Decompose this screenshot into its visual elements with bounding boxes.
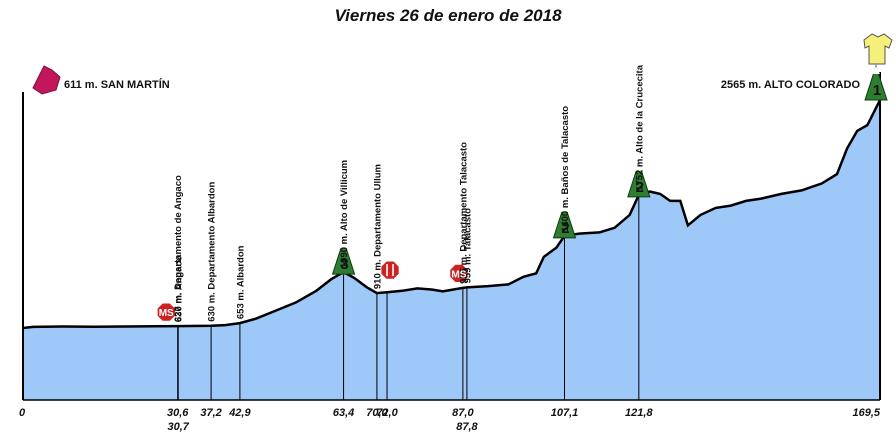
km-tick-label: 87,8 xyxy=(456,421,478,433)
waypoint-label: 1752 m. Alto de la Crucecita xyxy=(634,64,645,191)
km-tick-label: 70,0 xyxy=(366,407,388,419)
km-tick-label: 169,5 xyxy=(852,407,880,419)
leader-jersey-icon xyxy=(863,33,893,65)
waypoint-label: 630 m. Angaco xyxy=(174,255,185,322)
profile-area xyxy=(23,100,880,400)
waypoint-label: 627 m. Departamento de Angaco xyxy=(173,175,184,322)
start-label: 611 m. SAN MARTÍN xyxy=(64,78,170,91)
waypoint-label: 1090 m. Alto de Villicum xyxy=(339,160,350,268)
mountain-category-label: 3 xyxy=(340,256,348,273)
chart-title: Viernes 26 de enero de 2018 xyxy=(334,6,562,25)
sprint-meta-volante-icon xyxy=(156,302,177,322)
km-tick-label: 121,8 xyxy=(625,407,653,419)
mountain-category-label: 2 xyxy=(636,179,644,196)
feed-utensils-icon xyxy=(386,264,394,277)
mountain-snowcap-icon xyxy=(634,162,643,171)
mountain-category-icon xyxy=(864,64,888,101)
mountain-snowcap-icon xyxy=(560,203,569,212)
mountain-category-label: 2 xyxy=(561,220,569,237)
mountain-snowcap-icon xyxy=(339,240,348,249)
waypoint-label: 910 m. Departamento Ullum xyxy=(372,164,383,289)
sprint-meta-volante-icon xyxy=(449,263,469,284)
mountain-category-label: 1 xyxy=(873,82,881,99)
km-tick-label: 87,0 xyxy=(452,407,474,419)
profile-line xyxy=(22,99,882,330)
mountain-category-icon xyxy=(552,202,577,239)
mountain-category-icon xyxy=(627,161,651,198)
waypoint-label: 630 m. Departamento Albardon xyxy=(207,182,218,322)
feed-zone-icon xyxy=(380,260,400,280)
mountain-snowcap-icon xyxy=(872,66,880,74)
start-marker-icon xyxy=(32,65,61,95)
km-tick-label: 0 xyxy=(19,407,26,419)
sprint-label: MS xyxy=(159,308,174,319)
km-tick-label: 37,2 xyxy=(200,407,221,419)
waypoint-label: 653 m. Albardon xyxy=(235,245,246,319)
km-tick-label: 30,7 xyxy=(168,421,190,433)
km-tick-label: 42,9 xyxy=(228,407,251,419)
km-tick-label: 30,6 xyxy=(167,407,189,419)
mountain-category-icon xyxy=(331,238,356,275)
waypoint-label: 959 m. Talacasto xyxy=(462,208,473,284)
km-tick-label: 63,4 xyxy=(333,407,354,419)
km-tick-label: 72,0 xyxy=(376,407,398,419)
finish-label: 2565 m. ALTO COLORADO xyxy=(721,79,861,91)
sprint-label: MS xyxy=(451,269,466,280)
waypoint-label: 1400 m. Baños de Talacasto xyxy=(560,106,571,232)
waypoint-label: 955 m. Departamento Talacasto xyxy=(458,142,469,284)
km-tick-label: 107,1 xyxy=(551,407,579,419)
